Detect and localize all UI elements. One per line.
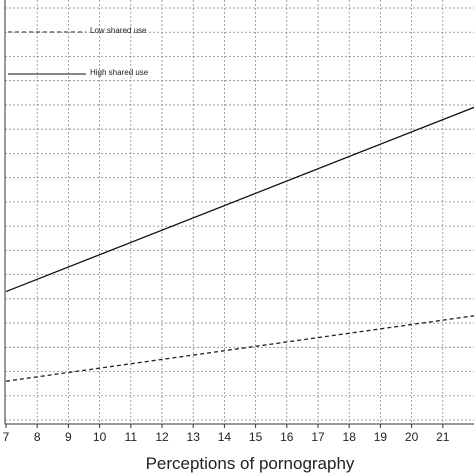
legend-label: Low shared use	[90, 26, 147, 35]
x-tick-label: 19	[374, 430, 388, 444]
x-axis-ticks: 7 8 9 10 11 12 13 14 15 16 17 18 19 20 21	[3, 424, 450, 444]
x-tick-label: 20	[405, 430, 419, 444]
x-tick-label: 13	[187, 430, 201, 444]
grid	[5, 0, 474, 424]
x-tick-label: 14	[218, 430, 232, 444]
x-axis-label: Perceptions of pornography	[146, 454, 355, 473]
series-layer	[5, 106, 474, 382]
series-line-low-shared-use	[5, 315, 474, 382]
x-tick-label: 9	[65, 430, 72, 444]
x-tick-label: 11	[125, 430, 138, 444]
legend-label: High shared use	[90, 68, 149, 77]
x-tick-label: 21	[436, 430, 450, 444]
x-tick-label: 17	[311, 430, 325, 444]
x-tick-label: 15	[249, 430, 263, 444]
x-tick-label: 12	[155, 430, 169, 444]
plot-frame	[4, 0, 474, 425]
x-tick-label: 10	[93, 430, 107, 444]
x-tick-label: 8	[34, 430, 41, 444]
x-tick-label: 7	[3, 430, 10, 444]
x-tick-label: 18	[343, 430, 357, 444]
x-tick-label: 16	[280, 430, 294, 444]
legend: Low shared use High shared use	[8, 26, 149, 77]
series-line-high-shared-use	[5, 106, 474, 293]
